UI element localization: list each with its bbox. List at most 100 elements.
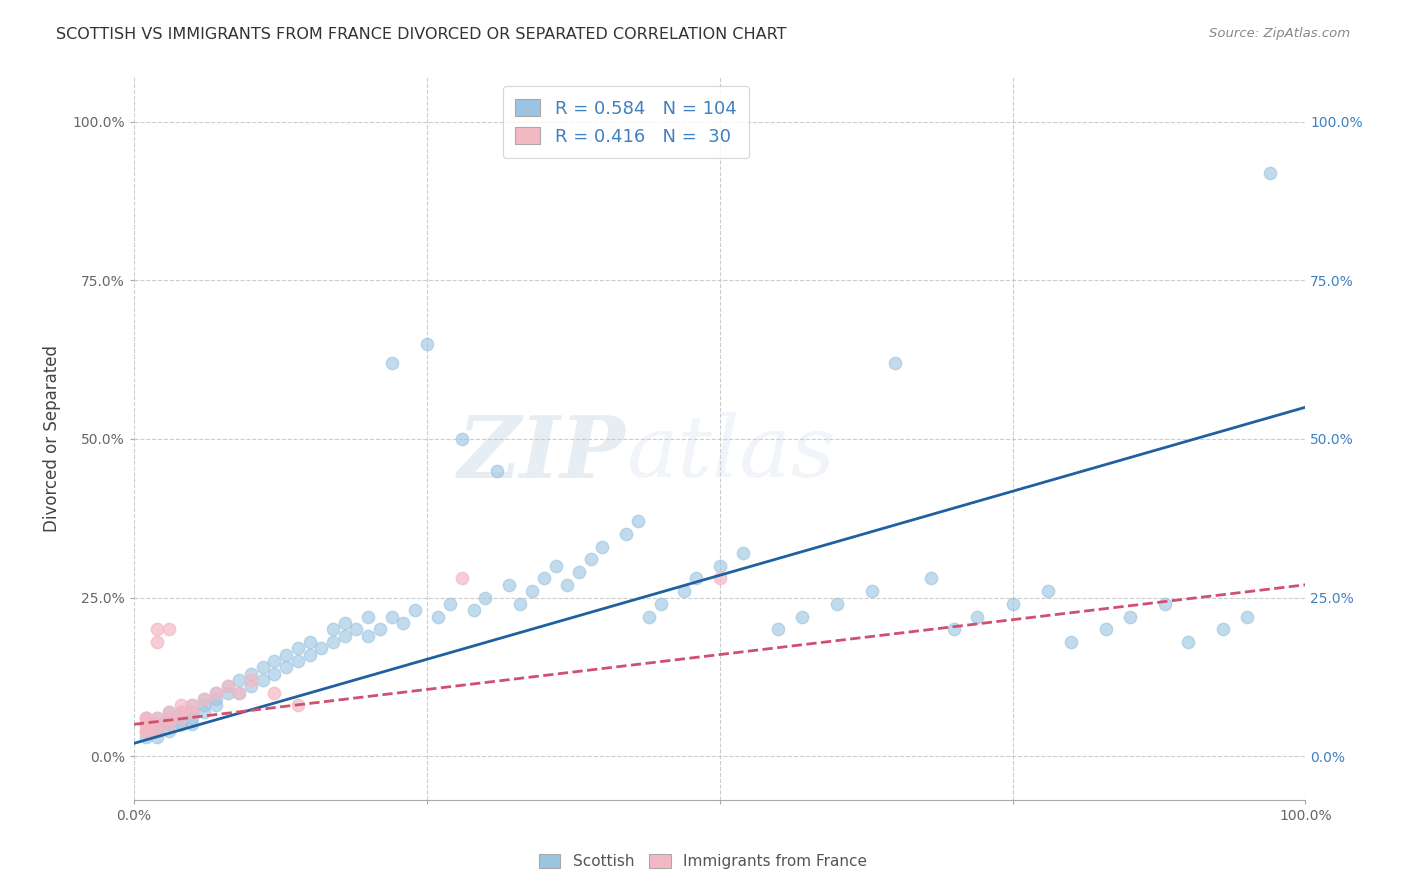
Point [966, 609, 988, 624]
Point [157, 622, 180, 636]
Point [228, 685, 250, 699]
Point [146, 717, 169, 731]
Point [170, 711, 193, 725]
Point [287, 698, 309, 713]
Point [287, 641, 309, 656]
Point [1258, 165, 1281, 179]
Point [1095, 622, 1118, 636]
Point [157, 705, 180, 719]
Point [205, 685, 228, 699]
Point [146, 730, 169, 744]
Point [1212, 622, 1234, 636]
Point [135, 717, 157, 731]
Point [240, 666, 263, 681]
Point [263, 666, 285, 681]
Point [557, 578, 579, 592]
Point [228, 685, 250, 699]
Point [592, 540, 614, 554]
Point [170, 711, 193, 725]
Point [825, 597, 848, 611]
Point [170, 705, 193, 719]
Point [1060, 635, 1083, 649]
Point [333, 615, 356, 630]
Point [287, 654, 309, 668]
Point [205, 685, 228, 699]
Point [240, 673, 263, 687]
Point [884, 356, 907, 370]
Point [146, 723, 169, 738]
Point [193, 698, 215, 713]
Point [146, 717, 169, 731]
Point [451, 432, 474, 446]
Point [427, 609, 450, 624]
Point [322, 622, 344, 636]
Point [498, 578, 520, 592]
Point [205, 698, 228, 713]
Point [157, 705, 180, 719]
Point [146, 635, 169, 649]
Point [439, 597, 461, 611]
Point [252, 673, 274, 687]
Point [193, 692, 215, 706]
Point [252, 660, 274, 674]
Point [181, 698, 204, 713]
Y-axis label: Divorced or Separated: Divorced or Separated [44, 345, 60, 533]
Point [217, 679, 239, 693]
Text: atlas: atlas [626, 412, 835, 495]
Point [568, 565, 591, 579]
Point [709, 572, 731, 586]
Point [322, 635, 344, 649]
Point [181, 705, 204, 719]
Point [298, 648, 321, 662]
Point [1177, 635, 1199, 649]
Point [357, 629, 380, 643]
Point [276, 648, 298, 662]
Point [135, 730, 157, 744]
Point [298, 635, 321, 649]
Point [709, 558, 731, 573]
Point [368, 622, 391, 636]
Point [920, 572, 942, 586]
Point [170, 717, 193, 731]
Point [135, 711, 157, 725]
Point [263, 654, 285, 668]
Point [544, 558, 567, 573]
Point [381, 356, 404, 370]
Point [135, 723, 157, 738]
Point [463, 603, 485, 617]
Point [333, 629, 356, 643]
Point [135, 723, 157, 738]
Point [533, 572, 555, 586]
Point [451, 572, 474, 586]
Point [217, 679, 239, 693]
Point [650, 597, 672, 611]
Point [381, 609, 404, 624]
Point [157, 711, 180, 725]
Point [181, 705, 204, 719]
Point [146, 711, 169, 725]
Point [673, 584, 696, 599]
Point [157, 717, 180, 731]
Point [766, 622, 789, 636]
Point [486, 464, 509, 478]
Text: SCOTTISH VS IMMIGRANTS FROM FRANCE DIVORCED OR SEPARATED CORRELATION CHART: SCOTTISH VS IMMIGRANTS FROM FRANCE DIVOR… [56, 27, 787, 42]
Point [205, 692, 228, 706]
Point [392, 615, 415, 630]
Point [170, 711, 193, 725]
Point [276, 660, 298, 674]
Point [240, 679, 263, 693]
Point [404, 603, 426, 617]
Point [1036, 584, 1059, 599]
Point [146, 723, 169, 738]
Point [311, 641, 333, 656]
Point [135, 711, 157, 725]
Point [731, 546, 754, 560]
Point [157, 717, 180, 731]
Point [860, 584, 883, 599]
Point [157, 717, 180, 731]
Point [135, 717, 157, 731]
Point [170, 705, 193, 719]
Point [474, 591, 496, 605]
Point [942, 622, 965, 636]
Point [181, 717, 204, 731]
